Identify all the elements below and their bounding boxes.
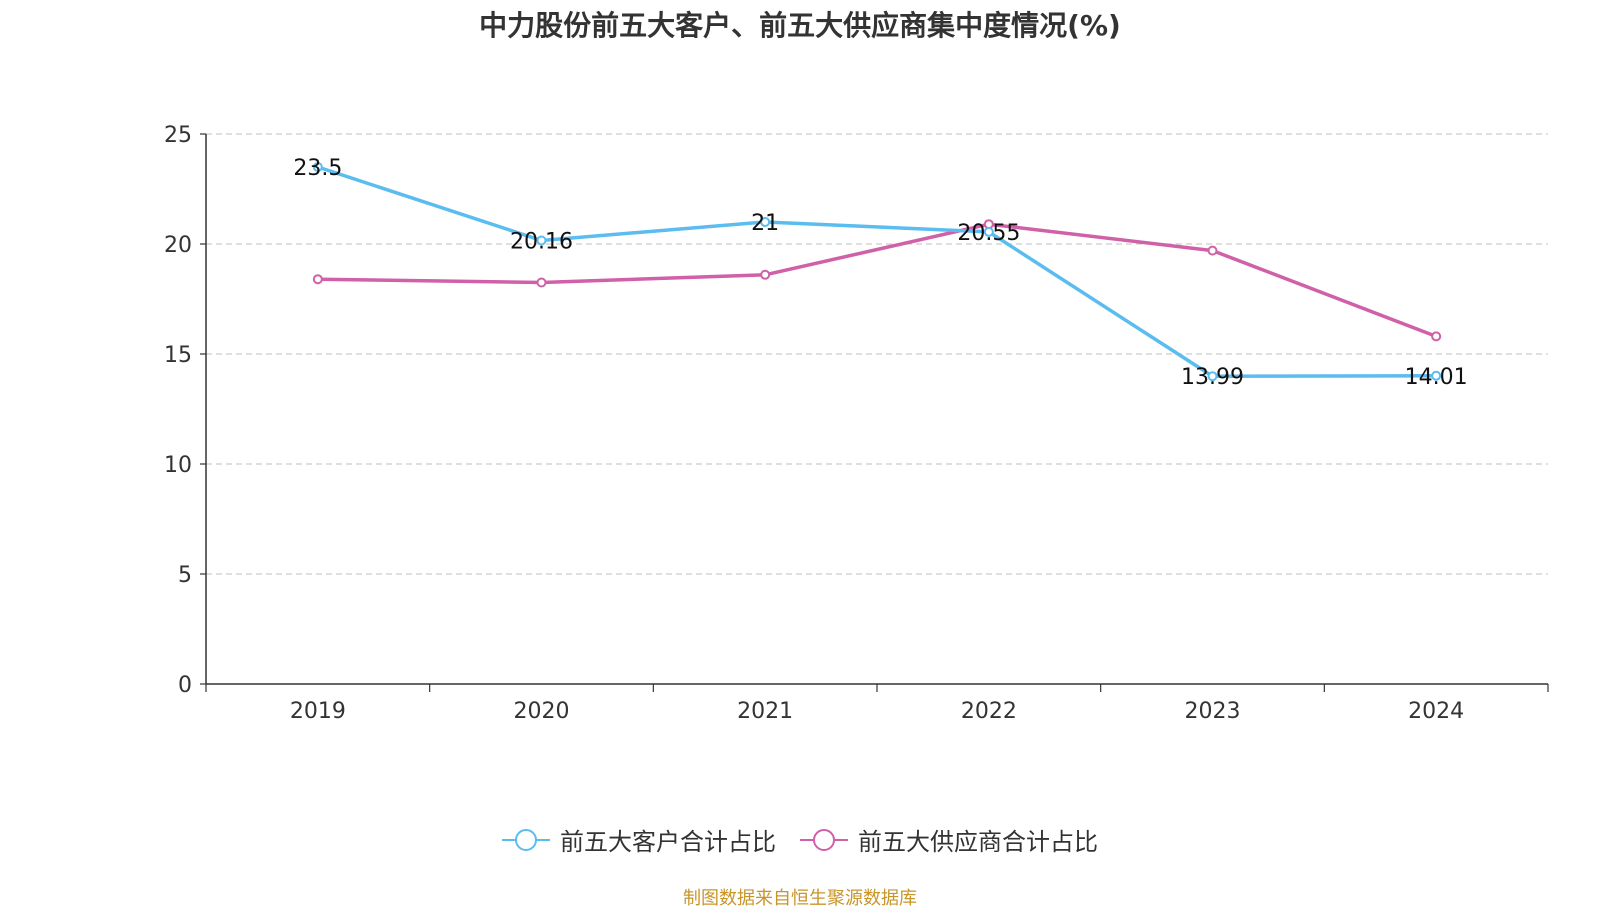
series-line-suppliers <box>317 222 1437 339</box>
x-tick-label: 2021 <box>737 699 793 724</box>
data-label: 13.99 <box>1181 365 1244 390</box>
chart-title: 中力股份前五大客户、前五大供应商集中度情况(%) <box>479 9 1121 42</box>
line-chart: 0 5 10 15 20 25 2019 2020 2021 2022 2023 2024 23.5 20… <box>164 123 1549 724</box>
y-tick-label: 5 <box>178 563 192 588</box>
legend-label: 前五大客户合计占比 <box>560 828 776 856</box>
data-label: 23.5 <box>293 156 342 181</box>
x-tick-label: 2019 <box>290 699 346 724</box>
x-tick-label: 2023 <box>1185 699 1241 724</box>
data-point[interactable] <box>536 277 547 288</box>
data-point[interactable] <box>1207 245 1218 256</box>
legend-marker-icon <box>502 828 550 851</box>
data-label: 20.16 <box>510 229 573 254</box>
y-tick-label: 15 <box>164 343 192 368</box>
x-tick-label: 2020 <box>514 699 570 724</box>
data-point[interactable] <box>312 162 323 172</box>
data-label: 21 <box>751 211 779 236</box>
legend-item-customers[interactable]: 前五大客户合计占比 <box>502 822 776 857</box>
series-line-customers <box>317 165 1437 378</box>
data-point[interactable] <box>760 269 771 280</box>
y-tick-label: 10 <box>164 453 192 478</box>
data-point[interactable] <box>1431 370 1442 381</box>
x-tick-label: 2022 <box>961 699 1017 724</box>
y-tick-label: 25 <box>164 123 192 148</box>
data-point[interactable] <box>1207 371 1218 382</box>
data-label: 20.55 <box>957 221 1020 246</box>
legend-marker-icon <box>800 828 848 851</box>
data-point[interactable] <box>760 217 771 227</box>
data-point[interactable] <box>312 274 323 285</box>
data-point[interactable] <box>983 226 994 237</box>
data-point[interactable] <box>536 235 547 246</box>
legend-label: 前五大供应商合计占比 <box>858 828 1098 856</box>
data-label: 14.01 <box>1405 365 1468 390</box>
y-tick-label: 20 <box>164 233 192 258</box>
legend-item-suppliers[interactable]: 前五大供应商合计占比 <box>800 822 1098 857</box>
x-tick-label: 2024 <box>1408 699 1464 724</box>
legend: 前五大客户合计占比 前五大供应商合计占比 <box>0 822 1600 857</box>
data-point[interactable] <box>1431 331 1442 342</box>
y-tick-label: 0 <box>178 673 192 698</box>
source-note: 制图数据来自恒生聚源数据库 <box>683 888 917 909</box>
